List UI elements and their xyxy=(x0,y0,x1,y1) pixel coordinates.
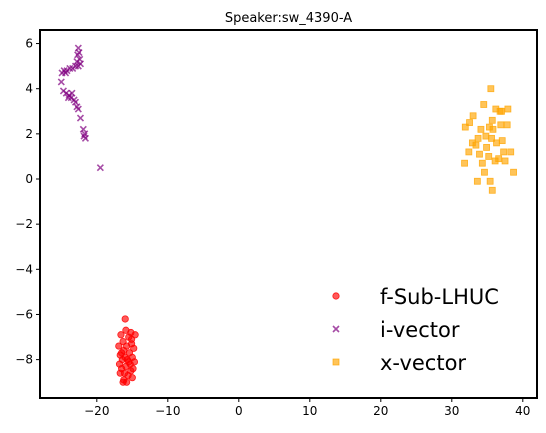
data-point xyxy=(64,94,72,102)
data-point xyxy=(74,105,82,113)
chart-title: Speaker:sw_4390-A xyxy=(225,11,352,26)
data-point xyxy=(480,101,488,108)
series-x xyxy=(57,44,104,172)
data-point xyxy=(76,114,85,122)
data-point xyxy=(117,331,125,339)
points-layer xyxy=(57,44,517,386)
data-point xyxy=(127,335,136,343)
data-point xyxy=(483,143,490,151)
x-tick-label: 20 xyxy=(373,404,388,418)
data-point xyxy=(473,177,481,185)
data-point xyxy=(497,121,505,129)
x-tick-label: 30 xyxy=(444,404,459,418)
data-point xyxy=(493,139,500,147)
data-point xyxy=(504,105,512,113)
data-point xyxy=(119,378,127,386)
data-point xyxy=(469,112,477,120)
data-point xyxy=(130,344,138,352)
data-point xyxy=(74,51,82,59)
x-tick-label: −20 xyxy=(84,404,109,418)
data-point xyxy=(474,134,482,142)
legend-label: f-Sub-LHUC xyxy=(380,285,499,309)
x-tick-label: −10 xyxy=(155,404,180,418)
series-square xyxy=(461,85,517,194)
data-point xyxy=(69,64,77,72)
data-point xyxy=(500,148,508,156)
data-point xyxy=(481,168,488,176)
data-point xyxy=(486,177,494,185)
legend-label: x-vector xyxy=(380,351,466,375)
y-tick-label: −6 xyxy=(15,307,33,321)
data-point xyxy=(116,369,124,377)
x-tick-label: 40 xyxy=(515,404,530,418)
data-point xyxy=(487,85,495,93)
data-point xyxy=(482,132,490,140)
series-circle xyxy=(115,315,139,386)
data-point xyxy=(477,125,485,133)
data-point xyxy=(96,164,104,172)
legend-marker xyxy=(332,292,340,300)
data-point xyxy=(461,159,468,167)
data-point xyxy=(488,134,495,142)
data-point xyxy=(61,69,70,77)
data-point xyxy=(478,159,486,167)
y-tick-label: 0 xyxy=(25,172,33,186)
y-tick-label: −4 xyxy=(15,262,33,276)
data-point xyxy=(121,315,129,323)
data-point xyxy=(503,121,511,129)
legend-label: i-vector xyxy=(380,318,460,342)
data-point xyxy=(129,365,137,373)
data-point xyxy=(507,148,515,156)
data-point xyxy=(476,150,483,158)
data-point xyxy=(501,157,509,165)
y-tick-label: −2 xyxy=(15,217,33,231)
data-point xyxy=(128,374,136,382)
data-point xyxy=(74,62,82,70)
data-point xyxy=(466,119,473,126)
data-point xyxy=(461,123,469,131)
y-tick-label: 2 xyxy=(25,127,33,141)
data-point xyxy=(485,153,493,160)
data-point xyxy=(118,349,126,357)
data-point xyxy=(465,148,473,156)
plot-frame xyxy=(39,29,538,399)
data-point xyxy=(491,157,499,165)
y-tick-label: 4 xyxy=(25,82,33,96)
data-point xyxy=(468,139,476,147)
legend: f-Sub-LHUC i-vector x-vector xyxy=(332,285,499,375)
data-point xyxy=(510,168,517,176)
legend-marker xyxy=(332,325,340,333)
data-point xyxy=(488,116,496,124)
data-point xyxy=(489,125,497,133)
x-tick-label: 0 xyxy=(235,404,243,418)
data-point xyxy=(115,342,123,350)
y-tick-label: −8 xyxy=(15,353,33,367)
x-tick-label: 10 xyxy=(302,404,317,418)
data-point xyxy=(496,107,504,115)
data-point xyxy=(488,186,496,194)
data-point xyxy=(81,134,90,142)
legend-marker xyxy=(332,358,340,366)
y-tick-label: 6 xyxy=(25,37,33,51)
data-point xyxy=(498,137,506,145)
data-point xyxy=(57,78,65,86)
